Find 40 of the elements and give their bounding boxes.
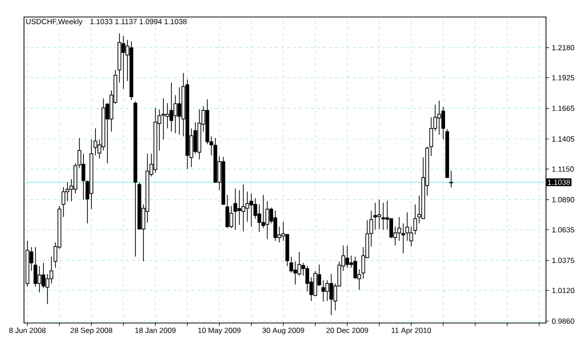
candlestick bbox=[313, 270, 318, 296]
candlestick bbox=[122, 36, 126, 90]
candlestick bbox=[297, 252, 302, 276]
candlestick bbox=[253, 198, 258, 220]
candlestick bbox=[401, 223, 406, 254]
candlestick bbox=[325, 280, 330, 302]
candlestick bbox=[233, 188, 238, 230]
candlestick bbox=[38, 266, 42, 293]
candlestick bbox=[345, 245, 350, 268]
candlestick bbox=[321, 280, 326, 302]
candlestick bbox=[441, 106, 446, 140]
candlestick bbox=[249, 192, 254, 227]
candlestick bbox=[329, 274, 334, 316]
candlestick bbox=[289, 256, 294, 273]
candlestick bbox=[377, 199, 382, 230]
candlestick bbox=[225, 194, 230, 228]
candlestick bbox=[237, 190, 242, 226]
candlestick bbox=[429, 116, 434, 156]
candlestick bbox=[405, 212, 410, 242]
candlestick bbox=[397, 216, 402, 242]
candlestick bbox=[245, 191, 250, 222]
candlestick bbox=[161, 98, 166, 140]
candlestick bbox=[437, 100, 442, 136]
candlestick bbox=[193, 122, 198, 154]
candlestick bbox=[169, 82, 174, 132]
candlestick bbox=[293, 260, 298, 285]
candlestick bbox=[389, 218, 394, 239]
candlestick bbox=[177, 86, 182, 136]
candlestick bbox=[261, 194, 266, 228]
candlestick bbox=[257, 204, 262, 232]
candlestick bbox=[229, 206, 234, 228]
candlestick bbox=[273, 210, 278, 242]
candlestick bbox=[409, 226, 414, 247]
candlestick bbox=[353, 256, 358, 280]
candlestick bbox=[265, 200, 270, 240]
candlestick bbox=[413, 204, 418, 235]
candlestick bbox=[173, 94, 178, 134]
candlestick bbox=[305, 266, 310, 292]
candlestick bbox=[381, 202, 386, 230]
candlestick bbox=[373, 202, 378, 230]
